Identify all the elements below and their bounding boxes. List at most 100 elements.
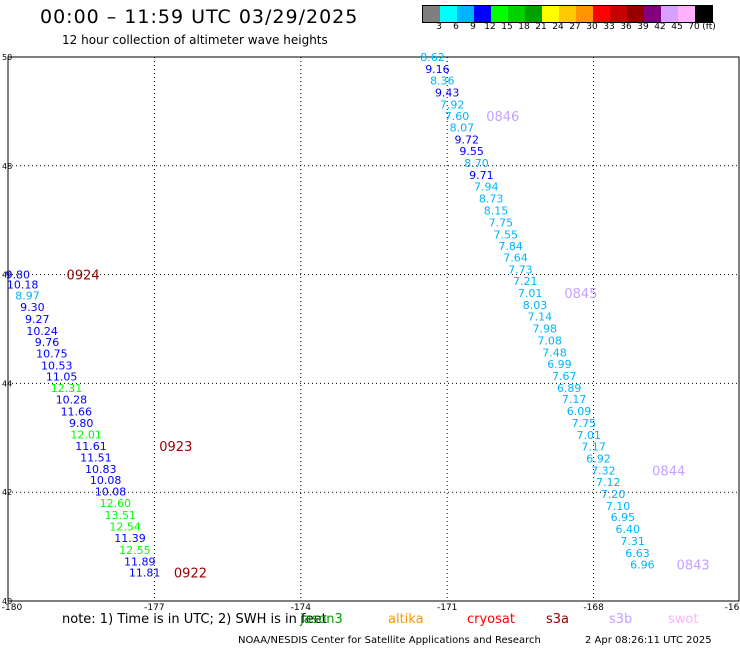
wave-height-value: 9.80 <box>6 269 31 282</box>
generated-time: 2 Apr 08:26:11 UTC 2025 <box>585 635 712 646</box>
wave-height-value: 9.16 <box>425 63 450 76</box>
wave-height-value: 10.28 <box>56 394 88 407</box>
wave-height-value: 13.51 <box>104 509 136 522</box>
wave-height-value: 7.64 <box>503 252 528 265</box>
colorbar-label: 6 <box>453 22 459 32</box>
colorbar-cell <box>695 6 712 22</box>
colorbar-label: 39 <box>637 22 649 32</box>
wave-height-value: 11.51 <box>80 451 112 464</box>
wave-height-value: 10.08 <box>95 486 127 499</box>
wave-height-value: 9.80 <box>69 417 94 430</box>
colorbar-cell <box>474 6 491 22</box>
wave-height-value: 7.94 <box>474 180 499 193</box>
y-tick-label: 46 <box>2 271 12 280</box>
y-tick-label: 40 <box>2 597 12 606</box>
credit-text: NOAA/NESDIS Center for Satellite Applica… <box>238 635 541 646</box>
wave-height-value: 12.54 <box>109 520 141 533</box>
x-tick-label: -177 <box>144 603 164 613</box>
legend-item-s3a: s3a <box>546 612 570 627</box>
wave-height-value: 7.73 <box>508 264 533 277</box>
wave-height-value: 7.31 <box>620 535 645 548</box>
wave-height-value: 7.01 <box>518 287 543 300</box>
wave-height-value: 6.63 <box>625 547 650 560</box>
pass-time-label: 0924 <box>67 269 100 284</box>
legend-item-altika: altika <box>388 612 424 627</box>
colorbar-cell <box>525 6 542 22</box>
colorbar-label: 24 <box>552 22 564 32</box>
satellite-legend: jason3 altika cryosat s3a s3b swot <box>0 612 740 630</box>
colorbar-cell <box>440 6 457 22</box>
colorbar-cell <box>661 6 678 22</box>
colorbar-label: 70 <box>688 22 700 32</box>
colorbar-label: 9 <box>470 22 476 32</box>
wave-height-value: 12.55 <box>119 544 151 557</box>
wave-height-value: 8.70 <box>464 157 489 170</box>
colorbar-label: 36 <box>620 22 632 32</box>
wave-height-value: 6.96 <box>630 559 655 572</box>
legend-item-jason3: jason3 <box>300 612 343 627</box>
pass-time-label: 0922 <box>174 567 207 582</box>
legend-item-swot: swot <box>668 612 699 627</box>
wave-height-value: 10.18 <box>7 278 39 291</box>
pass-time-label: 0923 <box>159 440 192 455</box>
wave-height-value: 11.66 <box>61 406 93 419</box>
colorbar-label: 12 <box>484 22 496 32</box>
x-tick-label: -168 <box>583 603 604 613</box>
wave-height-value: 11.39 <box>114 532 146 545</box>
y-tick-label: 48 <box>2 162 12 171</box>
colorbar-label: 30 <box>586 22 598 32</box>
wave-height-value: 12.31 <box>51 382 83 395</box>
colorbar-label: 33 <box>603 22 615 32</box>
y-tick-label: 50 <box>2 53 12 62</box>
wave-height-value: 7.20 <box>601 488 626 501</box>
wave-height-value: 6.89 <box>557 382 582 395</box>
colorbar-label: 42 <box>654 22 666 32</box>
x-tick-label: -174 <box>291 603 312 613</box>
wave-height-value: 8.73 <box>479 192 504 205</box>
wave-height-value: 10.53 <box>41 359 73 372</box>
wave-height-value: 8.03 <box>523 299 548 312</box>
colorbar-cell <box>457 6 474 22</box>
wave-height-value: 6.09 <box>567 405 592 418</box>
colorbar-cell <box>678 6 695 22</box>
wave-height-value: 7.92 <box>440 98 465 111</box>
wave-height-value: 7.55 <box>494 228 519 241</box>
colorbar-cell <box>542 6 559 22</box>
colorbar-label: 15 <box>501 22 513 32</box>
wave-height-value: 7.48 <box>542 346 567 359</box>
wave-height-value: 8.15 <box>484 204 509 217</box>
wave-height-value: 7.67 <box>552 370 577 383</box>
plot-frame <box>7 56 740 602</box>
wave-height-value: 9.30 <box>20 301 45 314</box>
wave-height-value: 7.12 <box>596 476 621 489</box>
wave-height-value: 10.24 <box>26 325 58 338</box>
wave-height-value: 8.62 <box>420 51 445 64</box>
colorbar-cell <box>644 6 661 22</box>
colorbar-cell <box>559 6 576 22</box>
colorbar-label: 18 <box>518 22 530 32</box>
colorbar-cell <box>576 6 593 22</box>
wave-height-value: 11.89 <box>124 555 156 568</box>
x-tick-label: -180 <box>2 603 23 613</box>
wave-height-value: 12.60 <box>100 497 132 510</box>
wave-height-value: 10.83 <box>85 463 117 476</box>
wave-height-value: 8.36 <box>430 74 455 87</box>
wave-height-value: 7.10 <box>606 500 631 513</box>
wave-height-value: 6.99 <box>547 358 572 371</box>
wave-height-value: 7.84 <box>498 240 523 253</box>
colorbar-label: 21 <box>535 22 547 32</box>
wave-height-value: 8.07 <box>450 122 475 135</box>
colorbar-label: 27 <box>569 22 581 32</box>
wave-height-value: 7.21 <box>513 275 538 288</box>
wave-height-value: 6.95 <box>611 511 636 524</box>
legend-item-cryosat: cryosat <box>467 612 515 627</box>
wave-height-value: 7.98 <box>533 322 558 335</box>
chart-title: 00:00 – 11:59 UTC 03/29/2025 <box>40 6 359 28</box>
wave-height-value: 7.17 <box>581 441 606 454</box>
wave-height-value: 9.76 <box>35 336 60 349</box>
colorbar-label: 3 <box>436 22 442 32</box>
wave-height-value: 7.01 <box>576 429 601 442</box>
wave-height-value: 11.05 <box>46 370 78 383</box>
colorbar-cell <box>593 6 610 22</box>
